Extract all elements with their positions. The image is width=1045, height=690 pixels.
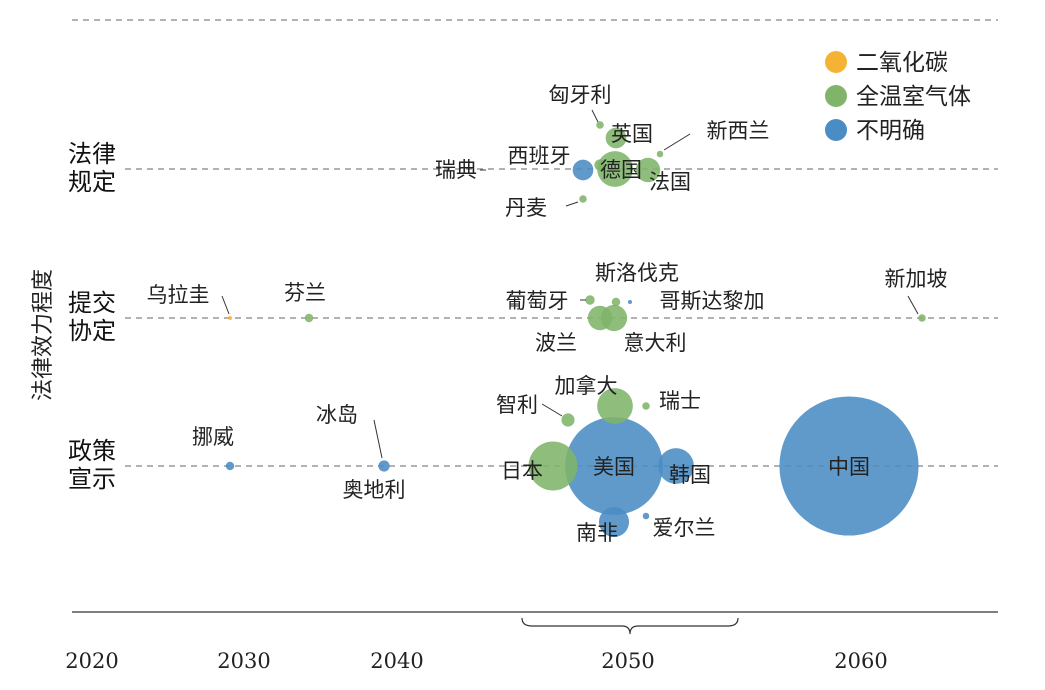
x-tick-label: 2040 <box>370 649 423 673</box>
bubble-item-e58d97e99d9e <box>598 506 630 538</box>
bubble-label: 加拿大 <box>555 374 618 398</box>
bubble-label: 斯洛伐克 <box>595 261 679 285</box>
bubble-label: 英国 <box>611 122 653 146</box>
bubble-label: 中国 <box>828 455 870 479</box>
x-tick-label: 2050 <box>601 649 654 673</box>
bubble-label: 哥斯达黎加 <box>660 289 765 313</box>
bubble-label: 法国 <box>649 170 691 194</box>
bubble-item-e88aace585b0 <box>304 313 314 323</box>
bubble-label: 南非 <box>576 521 618 545</box>
bubble-label: 葡萄牙 <box>506 289 569 313</box>
leader-item-e4b98ce68b89e59cad <box>221 295 230 315</box>
bubble-label: 德国 <box>600 158 642 182</box>
bubble-label: 意大利 <box>624 331 687 355</box>
bubble-item-e697a5e69cac <box>528 441 578 491</box>
bubble-item-e593a5e696afe8bebee9bb8e <box>628 300 632 304</box>
leader-item-e696b0e8a5bfe585b0 <box>663 133 691 151</box>
category-label-law: 法律规定 <box>68 140 116 196</box>
legend-label-ghg: 全温室气体 <box>856 84 971 110</box>
bubble-label: 瑞典 <box>435 158 477 182</box>
bubble-item-e58c88e78999e588a9 <box>596 121 604 129</box>
bubble-item-e4b8ade59bbd <box>779 396 919 536</box>
legend-label-co2: 二氧化碳 <box>856 50 948 76</box>
x-tick-label: 2030 <box>217 649 270 673</box>
bubble-item-e88bb1e59bbd <box>605 127 627 149</box>
bubble-label: 美国 <box>593 455 635 479</box>
bubble-item-e696afe6b49be4bc90e5858b <box>611 297 621 307</box>
bubble-label: 波兰 <box>535 331 577 355</box>
bubble-item-e6b3a2e585b0 <box>587 305 613 331</box>
leader-item-e58c88e78999e588a9 <box>591 109 599 123</box>
bubble-item-e99fa9e59bbd <box>658 448 694 484</box>
bubble-label: 西班牙 <box>508 144 571 168</box>
bubble-item-e8a5bfe78fade78999 <box>572 159 594 181</box>
bubble-label: 匈牙利 <box>549 83 612 107</box>
legend-swatch-co2 <box>825 51 847 73</box>
bubble-label: 新西兰 <box>707 119 770 143</box>
bubble-item-e788b1e5b094e585b0 <box>642 512 650 520</box>
bubble-label: 瑞士 <box>659 389 701 413</box>
bubble-item-e58aa0e68bbfe5a4a7 <box>597 388 633 424</box>
bubble-item-e699bae588a9 <box>561 413 575 427</box>
bubble-item-e4b8b9e9baa6 <box>579 195 587 203</box>
x-tick-label: 2060 <box>834 649 887 673</box>
category-label-policy: 政策宣示 <box>68 437 116 493</box>
y-axis-label: 法律效力程度 <box>31 269 56 401</box>
bubble-item-e5beb7e59bbd <box>597 151 633 187</box>
bubble-label: 日本 <box>501 459 543 483</box>
bubble-item-e6b395e59bbd <box>635 157 661 183</box>
x-axis: 2020 2030 2040 2050 2060 <box>65 611 998 673</box>
category-label-submitted: 提交协定 <box>68 289 116 345</box>
bubble-label: 丹麦 <box>505 196 547 220</box>
x-tick-label: 2020 <box>65 649 118 673</box>
bubble-label: 韩国 <box>669 463 711 487</box>
bubbles <box>225 121 926 538</box>
bubble-item-e68caae5a881 <box>225 461 235 471</box>
bubble-item-e7be8ee59bbd <box>565 417 663 515</box>
bubble-item-e7919ee5a3ab <box>642 402 650 410</box>
bubble-label: 挪威 <box>192 425 234 449</box>
bubble-label: 冰岛 <box>316 403 358 427</box>
bubble-label: 智利 <box>496 393 538 417</box>
leader-item-e4b8b9e9baa6 <box>565 201 579 207</box>
bubble-item-e696b0e58aa0e59da1 <box>918 314 926 322</box>
legend-swatch-ghg <box>825 85 847 107</box>
legend-swatch-unclear <box>825 119 847 141</box>
bubble-item-e7919ee585b8 <box>594 159 606 171</box>
leader-item-e586b0e5b29b <box>373 419 383 459</box>
bubble-label: 芬兰 <box>284 281 326 305</box>
bubble-item-e891a1e89084e78999 <box>585 295 595 305</box>
range-brace <box>521 617 739 635</box>
leader-item-e696b0e58aa0e59da1 <box>907 295 919 315</box>
bubble-label: 爱尔兰 <box>653 516 716 540</box>
bubble-label: 奥地利 <box>343 478 406 502</box>
bubble-label: 新加坡 <box>885 267 948 291</box>
leader-item-e699bae588a9 <box>541 403 563 417</box>
legend-label-unclear: 不明确 <box>856 118 925 144</box>
bubble-label: 乌拉圭 <box>147 283 210 307</box>
bubble-item-e586b0e5b29b <box>378 460 390 472</box>
bubble-item-e4b98ce68b89e59cad <box>228 316 232 320</box>
bubble-item-e696b0e8a5bfe585b0 <box>656 150 664 158</box>
label-leaders <box>221 109 919 459</box>
